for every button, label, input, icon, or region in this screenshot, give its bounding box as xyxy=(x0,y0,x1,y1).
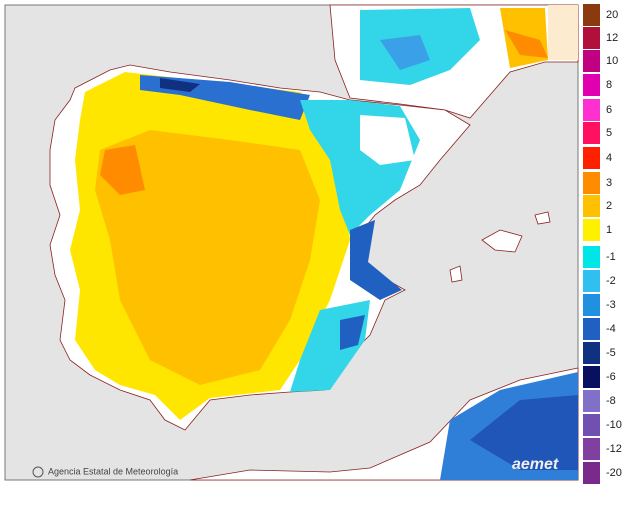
cold-anomaly xyxy=(350,220,402,300)
island xyxy=(449,265,463,283)
legend-swatch xyxy=(583,27,600,49)
legend-swatch xyxy=(583,318,600,340)
legend-label: -2 xyxy=(606,275,616,287)
legend-swatch xyxy=(583,99,600,121)
island xyxy=(481,229,523,253)
legend: 20 12 10 8 6 5 4 3 2 1 -1 -2 -3 -4 -5 -6 -8 -10 -12 -20 xyxy=(583,4,622,484)
legend-label: 8 xyxy=(606,79,612,91)
legend-label: 6 xyxy=(606,104,612,116)
cold-anomaly xyxy=(380,35,430,70)
cold-anomaly xyxy=(470,395,578,470)
legend-label: 20 xyxy=(606,9,618,21)
credit: Agencia Estatal de Meteorología xyxy=(48,466,178,476)
neutral xyxy=(360,115,415,165)
legend-swatch xyxy=(583,462,600,484)
island xyxy=(534,211,551,225)
legend-swatch xyxy=(583,219,600,241)
legend-swatch xyxy=(583,172,600,194)
legend-swatch xyxy=(583,4,600,26)
legend-label: -3 xyxy=(606,299,616,311)
legend-label: 3 xyxy=(606,177,612,189)
legend-label: -20 xyxy=(606,467,622,479)
legend-swatch xyxy=(583,122,600,144)
warm-anomaly xyxy=(505,30,548,58)
legend-label: -4 xyxy=(606,323,616,335)
legend-swatch xyxy=(583,270,600,292)
legend-swatch xyxy=(583,50,600,72)
copyright-icon xyxy=(32,466,44,478)
legend-label: 4 xyxy=(606,152,612,164)
legend-swatch xyxy=(583,438,600,460)
legend-label: 1 xyxy=(606,224,612,236)
legend-swatch xyxy=(583,414,600,436)
legend-label: -10 xyxy=(606,419,622,431)
legend-swatch xyxy=(583,294,600,316)
cold-anomaly xyxy=(340,315,365,350)
legend-label: -8 xyxy=(606,395,616,407)
legend-label: 2 xyxy=(606,200,612,212)
cold-anomaly xyxy=(160,78,200,92)
legend-label: -1 xyxy=(606,251,616,263)
legend-swatch xyxy=(583,246,600,268)
legend-swatch xyxy=(583,74,600,96)
legend-label: -6 xyxy=(606,371,616,383)
legend-swatch xyxy=(583,147,600,169)
logo: aemet xyxy=(512,456,559,473)
legend-swatch xyxy=(583,195,600,217)
land xyxy=(548,5,578,60)
legend-swatch xyxy=(583,342,600,364)
legend-label: 5 xyxy=(606,127,612,139)
warm-anomaly xyxy=(100,145,145,195)
legend-label: 12 xyxy=(606,32,618,44)
warm-anomaly xyxy=(95,130,320,385)
legend-label: 10 xyxy=(606,55,618,67)
legend-label: -12 xyxy=(606,443,622,455)
legend-swatch xyxy=(583,366,600,388)
legend-swatch xyxy=(583,390,600,412)
legend-label: -5 xyxy=(606,347,616,359)
